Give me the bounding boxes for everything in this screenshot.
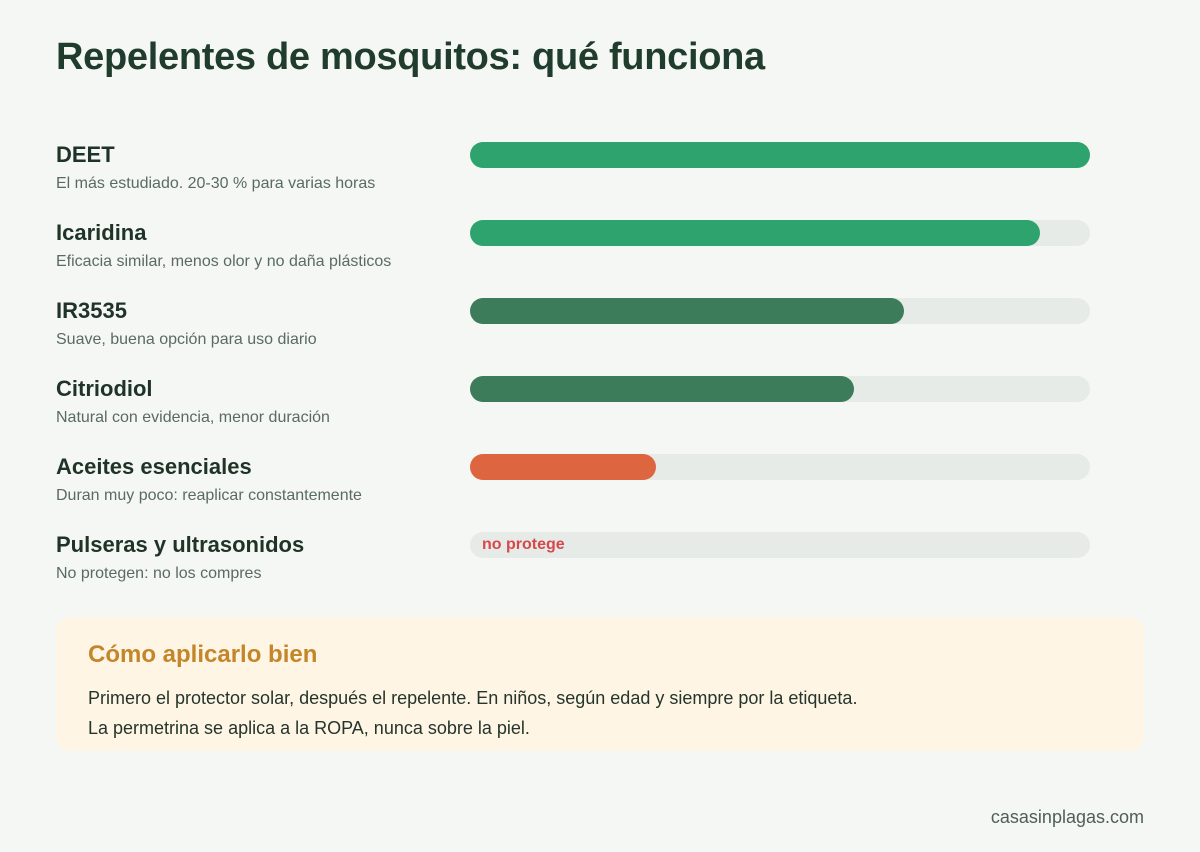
- bar-row: Icaridina Eficacia similar, menos olor y …: [56, 218, 1090, 296]
- bar-fill: [470, 298, 904, 324]
- bar-label: Citriodiol: [56, 376, 153, 401]
- bar-track: [470, 220, 1090, 246]
- tip-title: Cómo aplicarlo bien: [88, 641, 318, 668]
- footer-site-name: casasinplagas.com: [990, 807, 1144, 827]
- bar-label: IR3535: [56, 298, 127, 323]
- bar-track: [470, 376, 1090, 402]
- tip-box: Cómo aplicarlo bien Primero el protector…: [56, 617, 1144, 751]
- bar-track: no protege: [470, 532, 1090, 558]
- bar-fill: [470, 376, 854, 402]
- bar-fill: [470, 454, 656, 480]
- bar-description: Natural con evidencia, menor duración: [56, 409, 330, 426]
- bar-description: Eficacia similar, menos olor y no daña p…: [56, 253, 392, 270]
- bar-label: Aceites esenciales: [56, 454, 252, 479]
- bar-row: IR3535 Suave, buena opción para uso diari…: [56, 296, 1090, 374]
- bar-fill: [470, 220, 1040, 246]
- bar-track: [470, 142, 1090, 168]
- tip-line-2: La permetrina se aplica a la ROPA, nunca…: [88, 718, 530, 738]
- bar-value-text: no protege: [482, 536, 565, 553]
- bar-row: Aceites esenciales Duran muy poco: reapli…: [56, 452, 1090, 530]
- bar-track: [470, 298, 1090, 324]
- bar-row: Citriodiol Natural con evidencia, menor d…: [56, 374, 1090, 452]
- bar-row: DEET El más estudiado. 20-30 % para varia…: [56, 140, 1090, 218]
- bar-description: El más estudiado. 20-30 % para varias ho…: [56, 175, 376, 192]
- bar-description: Suave, buena opción para uso diario: [56, 331, 317, 348]
- bar-label: Pulseras y ultrasonidos: [56, 532, 305, 557]
- tip-line-1: Primero el protector solar, después el r…: [88, 688, 858, 708]
- bar-label: Icaridina: [56, 220, 147, 245]
- bar-label: DEET: [56, 142, 115, 167]
- bar-track: [470, 454, 1090, 480]
- bar-description: Duran muy poco: reaplicar constantemente: [56, 487, 362, 504]
- bar-fill: [470, 142, 1090, 168]
- page-title: Repelentes de mosquitos: qué funciona: [56, 36, 765, 78]
- bar-row: Pulseras y ultrasonidos No protegen: no l…: [56, 530, 1090, 608]
- bar-description: No protegen: no los compres: [56, 565, 262, 582]
- repellent-bar-chart: DEET El más estudiado. 20-30 % para varia…: [56, 140, 1090, 608]
